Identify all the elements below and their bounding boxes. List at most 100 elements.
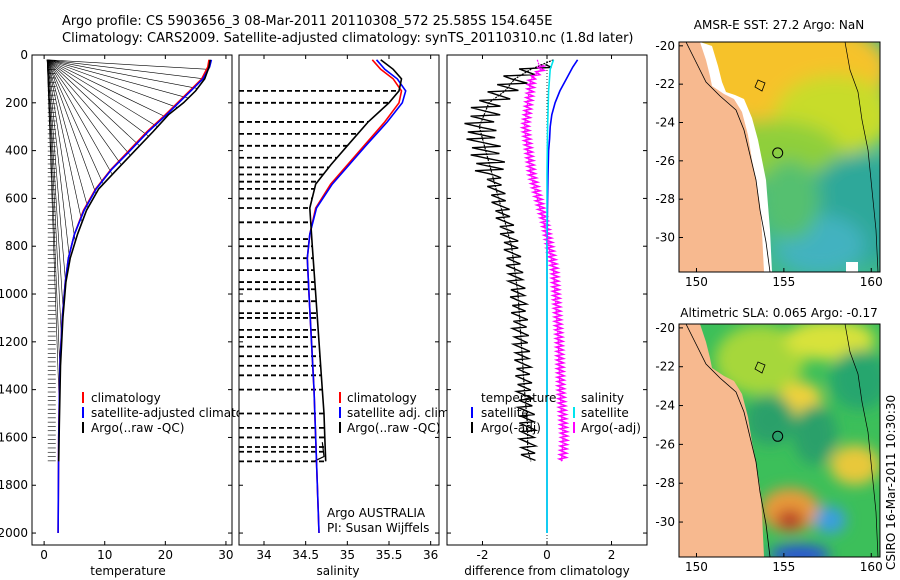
difference-argo-noise [464, 63, 571, 462]
side-timestamp-label: CSIRO 16-Mar-2011 10:30:30 [884, 394, 898, 570]
sst-map-frame [678, 41, 881, 273]
sla-map-frame [678, 323, 881, 558]
map-y-tick-label: -28 [655, 192, 675, 206]
difference-legend-salinity: salinity satellite Argo(-adj) [573, 391, 641, 435]
sst-map-panel: AMSR-E SST: 27.2 Argo: NaN 150 155 160 -20 -… [655, 18, 882, 289]
y-tick-label: 600 [5, 191, 28, 205]
legend-sal-satellite-label: satellite [581, 406, 629, 420]
difference-ticks: -2 0 2 [447, 54, 647, 562]
salinity-argo-spikes [239, 89, 399, 463]
map-x-tick-label: 150 [685, 275, 708, 289]
salinity-xlabel: salinity [316, 564, 359, 578]
argo-qc-spike [46, 59, 61, 378]
argo-qc-spike [47, 59, 198, 89]
map-y-tick-label: -24 [655, 116, 675, 130]
series-line-argo-raw-qc- [308, 59, 403, 462]
difference-series [478, 59, 579, 533]
map-x-tick-label: 160 [860, 560, 883, 574]
y-tick-label: 1400 [0, 383, 28, 397]
argo-qc-spike [46, 59, 104, 185]
legend-temperature-header: temperature [481, 391, 556, 405]
x-tick-label: 35.5 [376, 548, 403, 562]
series-line-satellite-adj-clim- [306, 59, 407, 534]
x-tick-label: 30 [218, 548, 233, 562]
temperature-argo-spikes [46, 59, 209, 462]
argo-qc-spike [46, 59, 113, 175]
map-y-tick-label: -28 [655, 476, 675, 490]
argo-qc-spike [46, 59, 60, 414]
sst-map-title: AMSR-E SST: 27.2 Argo: NaN [694, 18, 864, 32]
salinity-axes [238, 54, 440, 546]
difference-legend-temperature: temperature satellite Argo(-adj) [471, 391, 556, 435]
map-y-tick-label: -30 [655, 515, 675, 529]
legend-climatology-label: climatology [91, 391, 161, 405]
x-tick-label: 36 [423, 548, 438, 562]
legend-argo-label: Argo(..raw -QC) [91, 421, 184, 435]
x-tick-label: -2 [476, 548, 488, 562]
salinity-annotation-line2: PI: Susan Wijffels [327, 521, 429, 535]
temperature-panel: 0 10 20 30 0 200 400 600 800 1000 1200 1400 1600 1800… [0, 48, 269, 578]
sst-land [679, 42, 764, 272]
x-tick-label: 0 [40, 548, 48, 562]
y-tick-label: 400 [5, 144, 28, 158]
legend-salinity-header: salinity [581, 391, 624, 405]
argo-qc-spike [46, 59, 140, 147]
y-tick-label: 200 [5, 96, 28, 110]
map-x-tick-label: 150 [685, 560, 708, 574]
x-tick-label: 0 [543, 548, 551, 562]
map-x-tick-label: 155 [772, 560, 795, 574]
x-tick-label: 10 [97, 548, 112, 562]
argo-qc-spike [46, 59, 71, 261]
legend-argo-label: Argo(..raw -QC) [347, 421, 440, 435]
y-tick-label: 2000 [0, 526, 28, 540]
argo-salinity-noise [519, 63, 571, 462]
map-y-tick-label: -26 [655, 154, 675, 168]
argo-qc-spike [47, 59, 178, 108]
legend-climatology-label: climatology [347, 391, 417, 405]
sla-land [679, 324, 764, 557]
argo-qc-spike [47, 59, 209, 70]
temperature-ticks: 0 10 20 30 0 200 400 600 800 1000 1200 1400 1600 1800… [0, 48, 234, 562]
temperature-series [57, 59, 213, 534]
map-y-tick-label: -22 [655, 360, 675, 374]
legend-satellite-label: satellite-adjusted climatology [91, 406, 269, 420]
argo-qc-spike [46, 59, 62, 342]
sst-map-field [679, 42, 880, 272]
x-tick-label: 2 [608, 548, 616, 562]
sst-reef-outline [754, 79, 766, 92]
salinity-series [306, 59, 407, 534]
argo-qc-spike [47, 59, 167, 118]
figure-title-line1: Argo profile: CS 5903656_3 08-Mar-2011 2… [62, 14, 552, 29]
y-tick-label: 800 [5, 239, 28, 253]
argo-qc-spike [46, 59, 158, 127]
temperature-legend: climatology satellite-adjusted climatolo… [82, 391, 269, 435]
figure-title-line2: Climatology: CARS2009. Satellite-adjuste… [62, 31, 634, 46]
sla-map-panel: Altimetric SLA: 0.065 Argo: -0.17 [655, 306, 883, 574]
series-line-salinity-argo-adj- [523, 59, 564, 462]
sla-reef-outline [754, 361, 766, 374]
argo-qc-spike [46, 59, 89, 209]
argo-qc-spike [46, 59, 131, 156]
salinity-annotation-line1: Argo AUSTRALIA [327, 506, 426, 520]
argo-qc-spike [46, 59, 64, 314]
temperature-xlabel: temperature [90, 564, 165, 578]
series-line-argo-raw-qc- [57, 59, 211, 462]
argo-qc-spike [46, 59, 76, 242]
argo-qc-spike [46, 59, 67, 285]
sla-field-patches [715, 324, 880, 557]
argo-qc-spike [46, 59, 122, 166]
y-tick-label: 1200 [0, 335, 28, 349]
legend-temp-argo-label: Argo(-adj) [481, 421, 541, 435]
x-tick-label: 35 [340, 548, 355, 562]
x-tick-label: 34 [256, 548, 271, 562]
sla-float-marker [772, 430, 784, 442]
difference-panel: -2 0 2 difference from climatology tempera… [446, 54, 648, 578]
salinity-ticks: 34 34.5 35 35.5 36 [239, 54, 439, 562]
sst-float-marker [772, 147, 784, 159]
y-tick-label: 1600 [0, 430, 28, 444]
difference-xlabel: difference from climatology [464, 564, 630, 578]
argo-qc-spike [47, 59, 189, 99]
y-tick-label: 1000 [0, 287, 28, 301]
sst-ridge-contour [844, 42, 879, 272]
